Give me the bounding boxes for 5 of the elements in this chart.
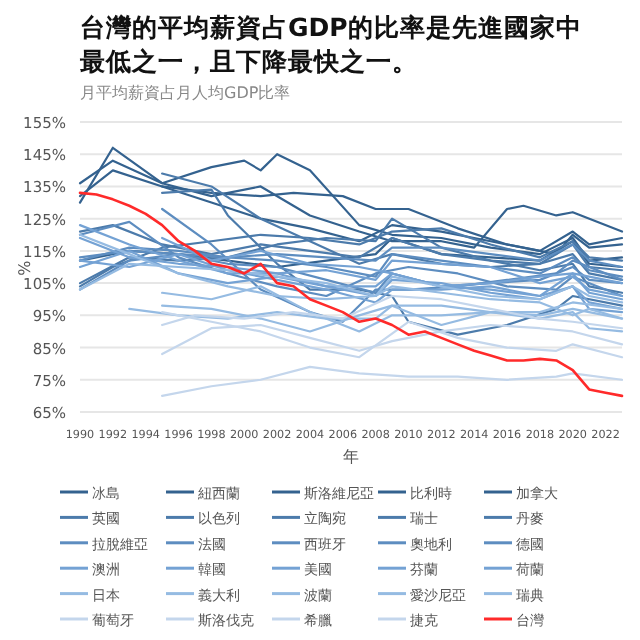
subtitle: 月平均薪資占月人均GDP比率	[80, 84, 291, 102]
title: 台灣的平均薪資占GDP的比率是先進國家中	[80, 12, 582, 42]
ylabel: %	[16, 260, 34, 276]
xlabel: 年	[343, 448, 359, 466]
title: 最低之一，且下降最快之一。	[80, 46, 418, 76]
